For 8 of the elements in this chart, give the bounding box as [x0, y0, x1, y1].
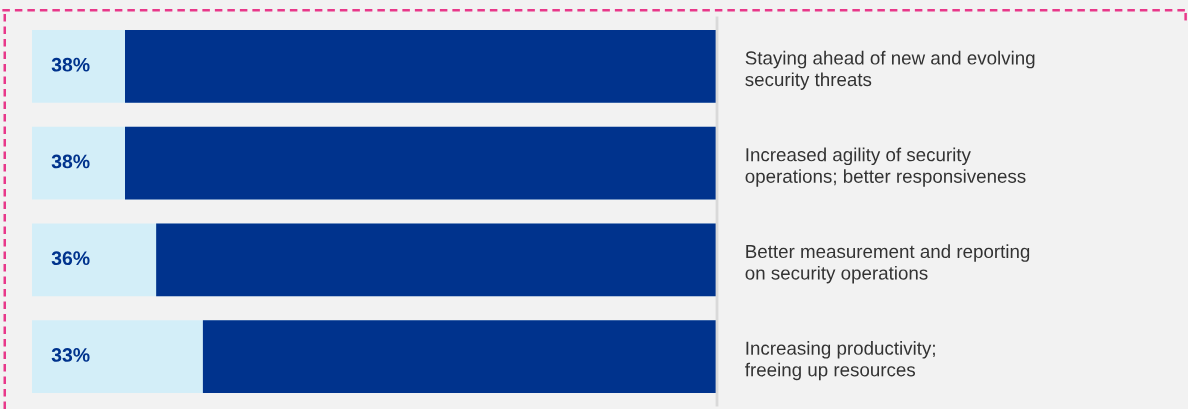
y-tick-label: Increased agility of security operations; better responsiveness	[745, 147, 1026, 187]
data-label: 33%	[51, 348, 90, 362]
y-tick-label: Increasing productivity; freeing up resources	[745, 341, 935, 381]
y-tick-label: Better measurement and reporting on security operations	[745, 244, 1030, 284]
data-label: 38%	[51, 154, 90, 169]
data-label: 38%	[51, 57, 90, 72]
y-tick-label: Staying ahead of new and evolving security threats	[745, 50, 1035, 90]
data-label: 36%	[51, 251, 90, 266]
